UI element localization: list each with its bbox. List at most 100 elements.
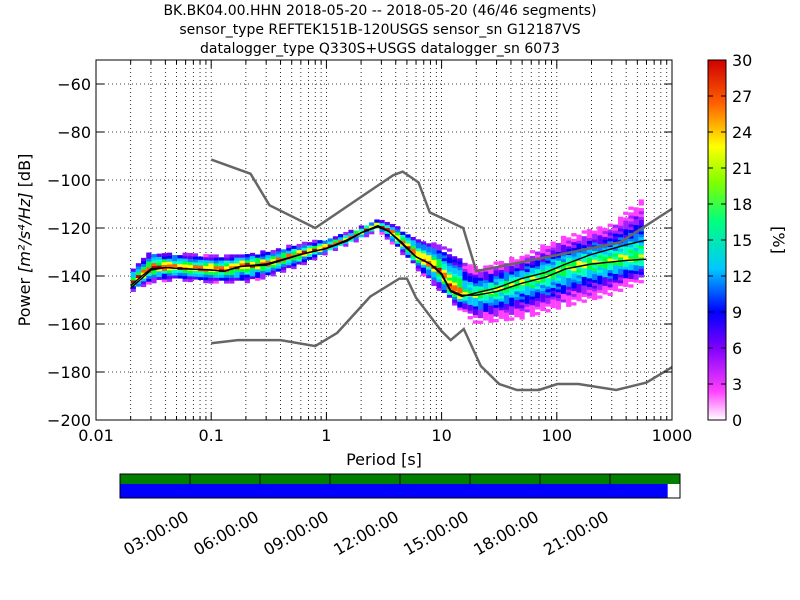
density-cell xyxy=(519,307,525,311)
density-cell xyxy=(488,285,494,289)
density-cell xyxy=(281,255,287,259)
density-cell xyxy=(483,308,489,312)
density-cell xyxy=(566,283,572,287)
density-cell xyxy=(384,221,390,226)
density-cell xyxy=(592,256,598,260)
density-cell xyxy=(462,280,468,284)
density-cell xyxy=(581,262,587,266)
density-cell xyxy=(457,298,463,302)
density-cell xyxy=(141,278,147,282)
density-cell xyxy=(452,256,458,260)
density-cell xyxy=(503,277,510,281)
density-cell xyxy=(623,246,629,250)
density-cell xyxy=(607,269,613,273)
density-cell xyxy=(457,304,463,308)
density-cell xyxy=(540,293,546,297)
density-cell xyxy=(493,261,499,265)
density-cell xyxy=(400,248,406,253)
density-cell xyxy=(327,241,333,245)
density-cell xyxy=(628,252,634,256)
density-cell xyxy=(545,288,551,293)
density-cell xyxy=(524,297,530,301)
density-cell xyxy=(182,264,188,268)
density-cell xyxy=(286,261,292,266)
density-cell xyxy=(229,257,235,261)
density-cell xyxy=(400,246,406,250)
density-cell xyxy=(478,320,484,324)
high-noise-model xyxy=(210,158,672,273)
density-cell xyxy=(550,258,556,263)
density-cell xyxy=(509,300,515,304)
density-cell xyxy=(420,247,427,251)
density-cell xyxy=(358,228,364,232)
density-cell xyxy=(586,286,593,290)
density-cell xyxy=(617,242,624,246)
density-cell xyxy=(493,278,499,282)
density-cell xyxy=(566,245,572,250)
density-cell xyxy=(234,277,240,281)
density-cell xyxy=(452,296,458,300)
density-cell xyxy=(509,291,515,295)
density-cell xyxy=(172,269,178,273)
density-cell xyxy=(249,272,256,277)
density-cell xyxy=(597,258,603,262)
density-cell xyxy=(446,268,453,272)
density-cell xyxy=(529,290,536,294)
density-cell xyxy=(208,260,214,264)
density-cell xyxy=(151,265,157,269)
density-cell xyxy=(623,220,629,224)
density-cell xyxy=(540,264,546,268)
density-cell xyxy=(141,257,147,262)
density-cell xyxy=(633,244,639,249)
density-cell xyxy=(545,297,551,301)
density-cell xyxy=(441,275,447,279)
density-cell xyxy=(592,282,598,286)
density-cell xyxy=(457,261,463,265)
x-tick-label: 1 xyxy=(321,426,331,445)
density-cell xyxy=(151,256,157,261)
density-cell xyxy=(555,254,561,258)
density-cell xyxy=(255,266,261,270)
density-cell xyxy=(462,297,468,301)
density-cell xyxy=(203,262,209,266)
density-cell xyxy=(296,249,302,253)
density-cell xyxy=(529,267,536,271)
density-cell xyxy=(555,257,561,261)
density-cell xyxy=(566,277,572,281)
density-cell xyxy=(628,206,634,210)
density-cell xyxy=(203,279,209,284)
density-cell xyxy=(265,266,271,270)
density-cell xyxy=(312,257,318,261)
density-cell xyxy=(529,313,536,317)
density-cell xyxy=(462,285,468,290)
density-cell xyxy=(612,230,618,234)
density-cell xyxy=(633,221,639,226)
density-cell xyxy=(141,260,147,265)
density-cell xyxy=(493,275,499,280)
density-cell xyxy=(203,265,209,269)
density-cell xyxy=(524,265,530,270)
density-cell xyxy=(529,310,536,314)
density-cell xyxy=(478,314,484,319)
density-cell xyxy=(249,267,256,271)
density-cell xyxy=(617,277,624,281)
density-cell xyxy=(467,284,473,288)
density-cell xyxy=(260,250,266,254)
density-cell xyxy=(576,243,582,247)
density-cell xyxy=(286,244,292,248)
density-cell xyxy=(223,254,230,258)
density-cell xyxy=(529,299,536,303)
density-cell xyxy=(198,270,204,275)
density-cell xyxy=(633,250,639,254)
density-cell xyxy=(509,285,515,290)
density-cell xyxy=(633,239,639,243)
density-cell xyxy=(281,249,287,253)
density-cell xyxy=(483,279,489,284)
density-cell xyxy=(483,317,489,321)
density-cell xyxy=(415,247,421,252)
density-cell xyxy=(177,255,183,259)
density-cell xyxy=(441,283,447,288)
density-cell xyxy=(338,239,344,244)
density-cell xyxy=(177,263,183,268)
density-cell xyxy=(446,248,453,252)
